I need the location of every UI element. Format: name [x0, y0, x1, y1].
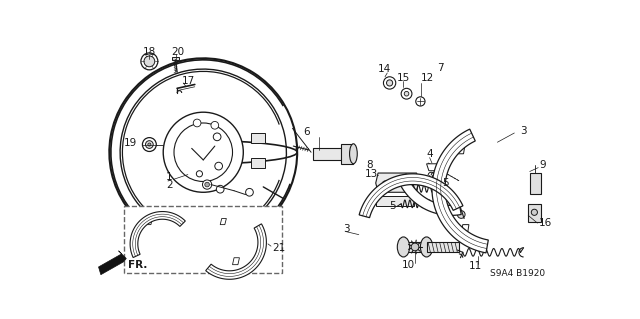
Text: 13: 13: [365, 169, 378, 179]
Polygon shape: [99, 251, 126, 275]
Text: S9A4 B1920: S9A4 B1920: [490, 269, 545, 278]
Polygon shape: [341, 144, 353, 164]
Text: 15: 15: [397, 73, 410, 83]
Text: 8: 8: [367, 160, 373, 170]
Polygon shape: [220, 219, 227, 225]
Text: 17: 17: [182, 76, 195, 85]
Text: 5: 5: [390, 201, 396, 211]
Text: 3: 3: [344, 224, 350, 234]
Polygon shape: [376, 196, 414, 206]
Polygon shape: [461, 225, 469, 235]
Circle shape: [401, 88, 412, 99]
Text: 10: 10: [403, 260, 415, 271]
Circle shape: [215, 162, 223, 170]
Circle shape: [531, 209, 538, 215]
Text: 1: 1: [166, 172, 173, 182]
Circle shape: [387, 80, 393, 86]
Circle shape: [216, 185, 224, 193]
Text: 12: 12: [420, 73, 434, 83]
Polygon shape: [359, 174, 463, 218]
Circle shape: [148, 143, 151, 146]
Text: 11: 11: [469, 261, 483, 271]
Text: FR.: FR.: [128, 260, 147, 271]
Circle shape: [404, 92, 409, 96]
Circle shape: [202, 180, 212, 189]
Polygon shape: [397, 174, 461, 215]
Polygon shape: [205, 224, 266, 279]
Text: 5: 5: [442, 178, 449, 188]
Polygon shape: [232, 258, 239, 265]
Circle shape: [144, 56, 155, 67]
Polygon shape: [403, 242, 427, 252]
Ellipse shape: [420, 237, 433, 257]
Text: 16: 16: [539, 218, 552, 228]
Circle shape: [174, 123, 232, 182]
Polygon shape: [251, 133, 265, 143]
Text: 9: 9: [540, 160, 547, 170]
Polygon shape: [147, 219, 152, 225]
Polygon shape: [312, 148, 348, 160]
Circle shape: [383, 77, 396, 89]
Polygon shape: [376, 173, 419, 192]
Text: 18: 18: [143, 47, 156, 57]
Circle shape: [411, 243, 419, 251]
Circle shape: [193, 119, 201, 127]
Ellipse shape: [397, 237, 410, 257]
Text: 4: 4: [427, 149, 433, 159]
Text: 2: 2: [166, 180, 173, 189]
Polygon shape: [172, 57, 179, 60]
Text: 7: 7: [437, 63, 444, 72]
Text: 19: 19: [124, 138, 137, 148]
Circle shape: [163, 112, 243, 192]
Circle shape: [246, 189, 253, 196]
Text: 3: 3: [520, 126, 527, 136]
Text: 21: 21: [273, 243, 286, 253]
Circle shape: [141, 53, 158, 70]
Polygon shape: [130, 211, 186, 257]
Polygon shape: [251, 159, 265, 168]
Circle shape: [211, 122, 219, 129]
Polygon shape: [432, 129, 488, 253]
Circle shape: [213, 133, 221, 141]
Circle shape: [416, 97, 425, 106]
FancyBboxPatch shape: [124, 206, 282, 273]
Circle shape: [205, 182, 209, 187]
Circle shape: [145, 141, 153, 148]
Polygon shape: [458, 145, 465, 154]
Polygon shape: [427, 164, 442, 171]
Circle shape: [401, 181, 409, 189]
Ellipse shape: [349, 144, 357, 164]
Circle shape: [382, 181, 390, 189]
Polygon shape: [427, 242, 459, 252]
Text: 20: 20: [171, 47, 184, 57]
Circle shape: [143, 137, 156, 152]
Polygon shape: [530, 173, 541, 194]
Circle shape: [458, 211, 465, 218]
Text: 6: 6: [303, 127, 310, 137]
Text: 14: 14: [378, 64, 391, 74]
Polygon shape: [528, 204, 541, 221]
Circle shape: [196, 171, 202, 177]
